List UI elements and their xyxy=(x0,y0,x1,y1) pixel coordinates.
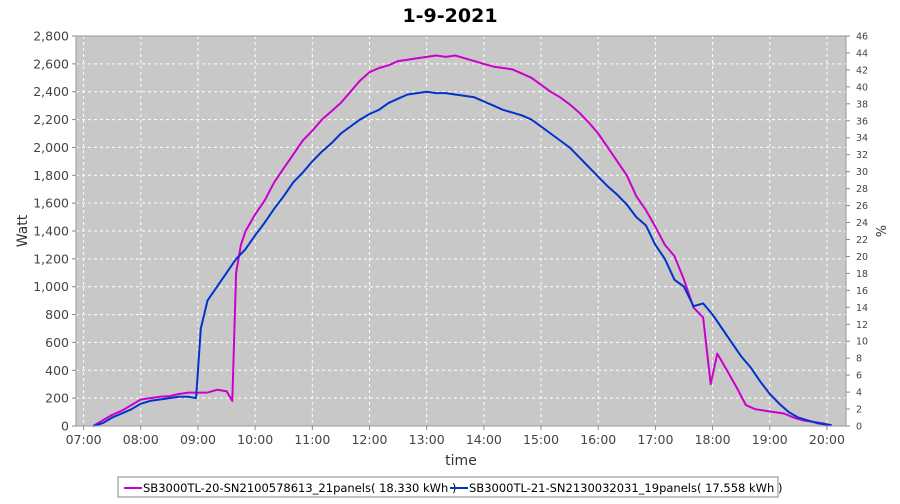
y2-tick-label: 38 xyxy=(856,99,868,110)
series-layer xyxy=(92,54,832,427)
y2-tick-label: 0 xyxy=(856,422,862,433)
y2-tick-label: 32 xyxy=(856,150,868,161)
x-tick-label: 11:00 xyxy=(294,432,330,447)
y-tick-label: 2,400 xyxy=(33,84,69,99)
y-tick-label: 2,000 xyxy=(33,140,69,155)
y-tick-label: 1,200 xyxy=(33,251,69,266)
legend-box xyxy=(117,476,779,498)
x-tick-label: 19:00 xyxy=(752,432,788,447)
y-tick-label: 800 xyxy=(45,307,69,322)
y2-tick-label: 44 xyxy=(856,48,868,59)
y-tick-label: 1,400 xyxy=(33,224,69,239)
y-tick-label: 600 xyxy=(45,335,69,350)
y-tick-label: 200 xyxy=(45,391,69,406)
y-tick-label: 1,600 xyxy=(33,196,69,211)
y2-tick-label: 8 xyxy=(856,354,862,365)
legend: SB3000TL-20-SN2100578613_21panels( 18.33… xyxy=(117,476,782,498)
y2-axis-ticks: 0246810121416182022242628303234363840424… xyxy=(846,32,868,433)
y-tick-label: 2,600 xyxy=(33,56,69,71)
y2-tick-label: 16 xyxy=(856,286,868,297)
y2-tick-label: 20 xyxy=(856,252,868,263)
y-tick-label: 2,800 xyxy=(33,29,69,44)
legend-label-series-1: SB3000TL-20-SN2100578613_21panels( 18.33… xyxy=(143,481,456,495)
y-tick-label: 400 xyxy=(45,363,69,378)
y2-tick-label: 6 xyxy=(856,371,862,382)
x-tick-label: 15:00 xyxy=(523,432,559,447)
y2-tick-label: 14 xyxy=(856,303,868,314)
y2-tick-label: 40 xyxy=(856,82,868,93)
y-axis-ticks: 0 200 400 600 800 1,000 1,200 1,400 1,600 1,800 2,… xyxy=(33,29,76,434)
y2-tick-label: 42 xyxy=(856,65,868,76)
y-tick-label: 0 xyxy=(61,419,69,434)
x-axis-ticks: 07:00 08:00 09:00 10:00 11:00 12:00 13:00 14:00… xyxy=(66,426,845,447)
y2-tick-label: 28 xyxy=(856,184,868,195)
y-tick-label: 2,200 xyxy=(33,112,69,127)
y2-tick-label: 10 xyxy=(856,337,868,348)
x-tick-label: 12:00 xyxy=(351,432,387,447)
x-tick-label: 10:00 xyxy=(237,432,273,447)
x-tick-label: 20:00 xyxy=(809,432,845,447)
y2-tick-label: 24 xyxy=(856,218,868,229)
x-tick-label: 08:00 xyxy=(123,432,159,447)
x-tick-label: 18:00 xyxy=(695,432,731,447)
y2-tick-label: 4 xyxy=(856,388,862,399)
series-line-2 xyxy=(92,90,832,427)
y2-tick-label: 30 xyxy=(856,167,868,178)
x-tick-label: 17:00 xyxy=(637,432,673,447)
x-tick-label: 13:00 xyxy=(409,432,445,447)
chart-title: 1-9-2021 xyxy=(402,5,497,27)
y2-tick-label: 36 xyxy=(856,116,868,127)
series-line-1 xyxy=(92,54,832,427)
y2-tick-label: 26 xyxy=(856,201,868,212)
y-tick-label: 1,800 xyxy=(33,168,69,183)
y2-tick-label: 46 xyxy=(856,32,868,43)
y2-tick-label: 2 xyxy=(856,405,862,416)
y-axis-label: Watt xyxy=(15,214,31,247)
x-tick-label: 16:00 xyxy=(580,432,616,447)
y2-tick-label: 12 xyxy=(856,320,868,331)
y2-tick-label: 18 xyxy=(856,269,868,280)
x-tick-label: 14:00 xyxy=(466,432,502,447)
y2-tick-label: 34 xyxy=(856,133,868,144)
x-tick-label: 07:00 xyxy=(66,432,102,447)
y-tick-label: 1,000 xyxy=(33,279,69,294)
x-tick-label: 09:00 xyxy=(180,432,216,447)
y2-tick-label: 22 xyxy=(856,235,868,246)
x-axis-label: time xyxy=(445,453,477,469)
y2-axis-label: % xyxy=(872,225,887,237)
legend-label-series-2: SB3000TL-21-SN2130032031_19panels( 17.55… xyxy=(469,481,782,495)
